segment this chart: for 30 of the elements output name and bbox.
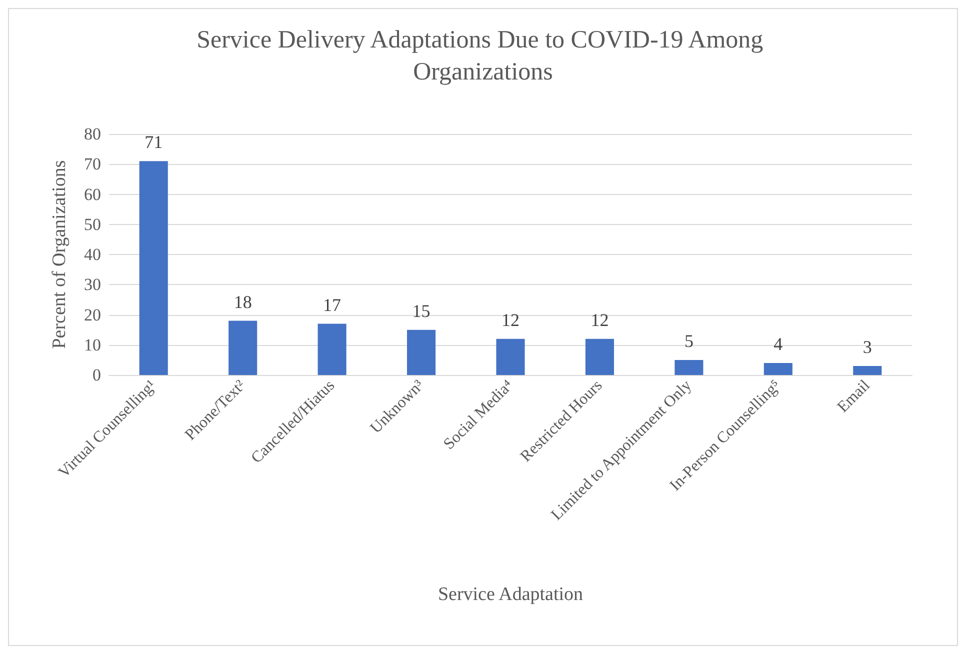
data-label: 12 [590,310,609,330]
data-label: 17 [323,294,342,315]
data-label: 18 [234,292,252,312]
y-axis-title: Percent of Organizations [49,160,70,349]
data-label: 71 [144,132,163,152]
data-label: 3 [862,336,872,357]
bar [585,338,614,375]
data-label: 15 [412,300,430,321]
y-tick-label: 80 [84,124,101,144]
y-tick-label: 50 [84,214,101,234]
bar [853,366,882,375]
bar [407,330,436,375]
x-axis-title: Service Adaptation [438,584,584,605]
bar [764,362,792,375]
data-label: 12 [502,310,520,330]
y-tick-label: 20 [84,305,101,324]
y-tick-label: 40 [84,245,101,264]
bar [139,161,168,375]
y-tick-label: 60 [84,184,101,204]
chart-title: Service Delivery Adaptations Due to COVID-19 Among Organizations [196,26,770,86]
data-label: 5 [684,330,694,351]
bar [674,360,704,375]
bar [496,338,525,375]
y-tick-label: 70 [84,154,101,174]
y-tick-label: 0 [92,366,101,384]
y-tick-label: 10 [84,335,101,354]
data-label: 4 [774,334,783,354]
y-tick-label: 30 [84,275,101,294]
bar [318,324,346,375]
bar [228,320,258,375]
